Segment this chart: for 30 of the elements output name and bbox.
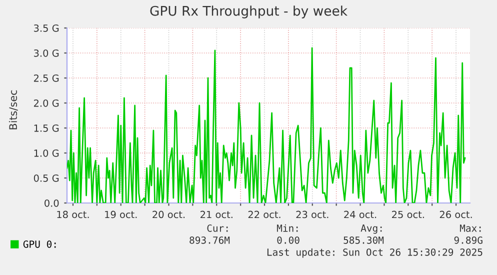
text: Min: xyxy=(276,224,298,232)
text: Max: xyxy=(460,224,481,232)
text: 9.89G xyxy=(454,236,482,244)
y-tick-label: 2.5 G xyxy=(34,74,59,82)
y-tick-label: 0.0 xyxy=(44,199,59,207)
y-tick-label: 3.5 G xyxy=(34,24,59,32)
text: 0.00 xyxy=(277,236,300,244)
y-tick-label: 0.5 G xyxy=(34,174,59,182)
line-series xyxy=(67,47,466,203)
y-tick-label: 3.0 G xyxy=(34,49,59,57)
chart-title: GPU Rx Throughput - by week xyxy=(150,6,348,18)
y-axis-title: Bits/sec xyxy=(8,90,18,130)
y-tick-label: 2.0 G xyxy=(34,99,59,107)
x-tick-label: 23 oct. xyxy=(296,210,328,218)
text: 585.30M xyxy=(344,236,384,244)
x-tick-label: 20 oct. xyxy=(152,210,185,218)
x-tick-label: 22 oct. xyxy=(248,210,280,218)
text: Last update: Sun Oct 26 15:30:29 2025 xyxy=(267,248,482,258)
x-tick-label: 24 oct. xyxy=(344,210,376,218)
y-tick-label: 1.5 G xyxy=(34,124,59,132)
x-tick-label: 21 oct. xyxy=(200,210,232,218)
x-tick-label: 18 oct. xyxy=(57,210,89,218)
text: Cur: xyxy=(207,224,228,232)
y-tick-label: 1.0 G xyxy=(34,149,59,157)
x-tick-label: 19 oct. xyxy=(105,210,137,218)
text: Avg: xyxy=(360,224,382,234)
legend-label: GPU 0: xyxy=(23,240,56,248)
text: 893.76M xyxy=(190,236,230,244)
x-tick-label: 25 oct. xyxy=(392,210,424,218)
x-tick-label: 26 oct. xyxy=(440,210,472,218)
